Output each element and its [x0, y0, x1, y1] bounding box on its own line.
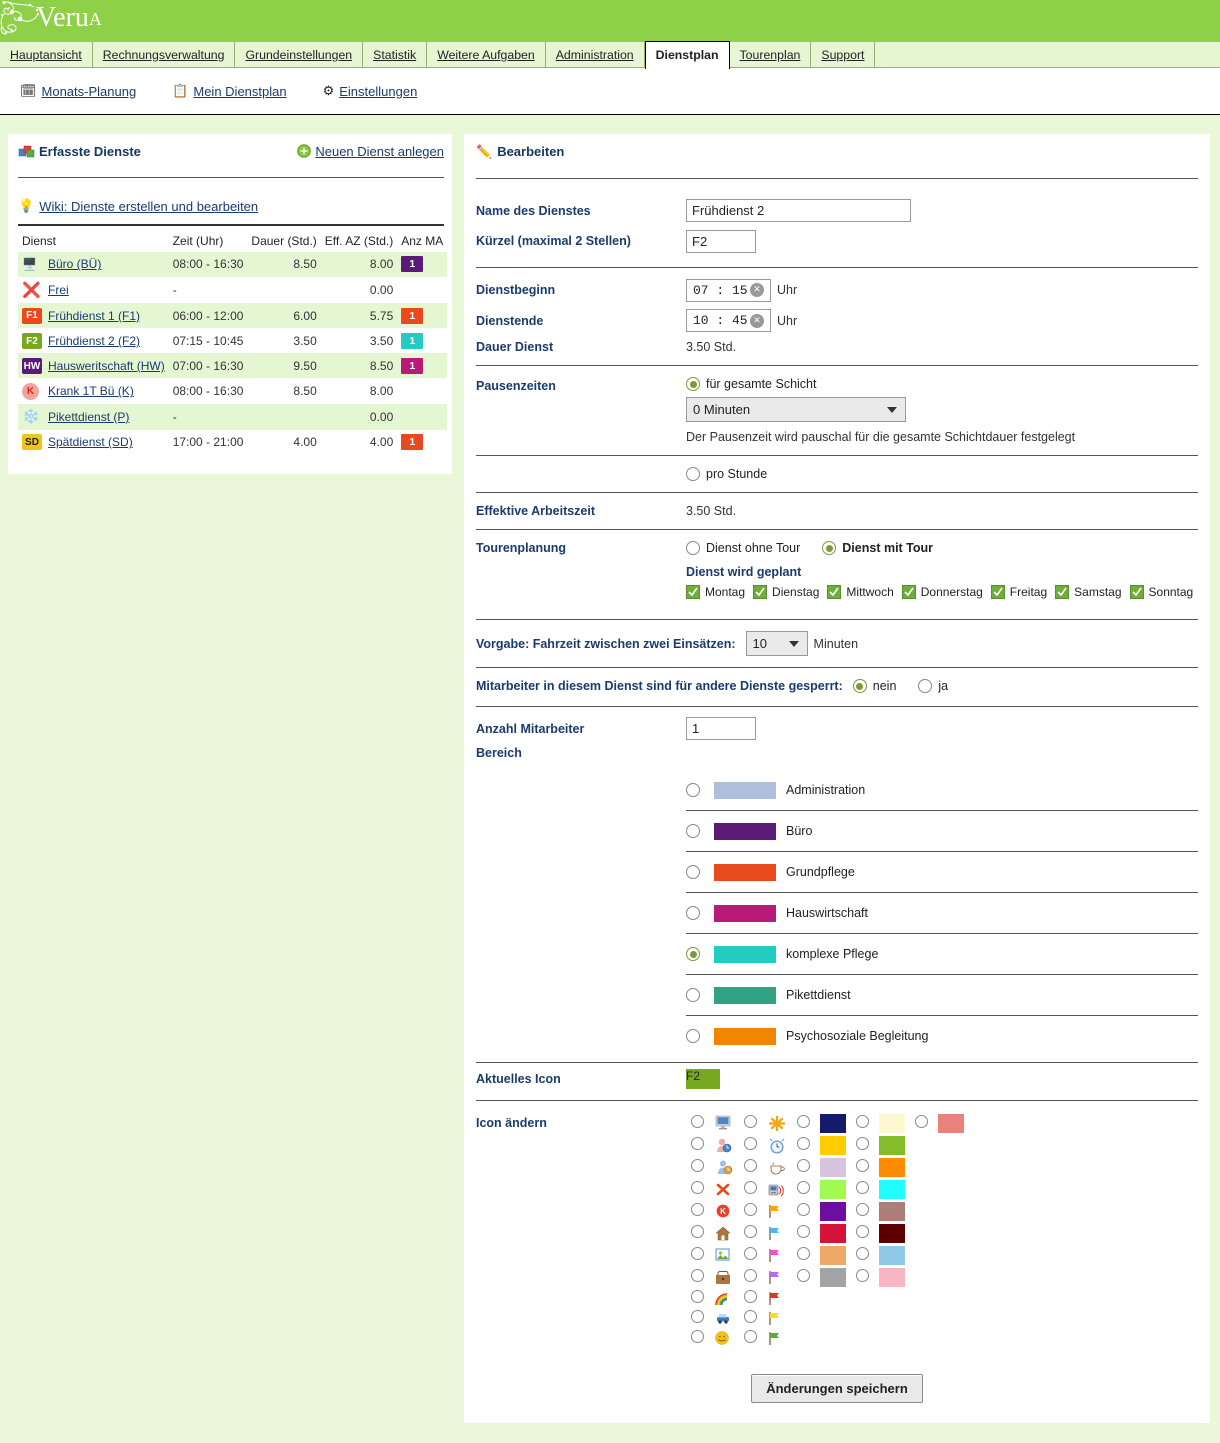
svg-text:K: K [720, 1207, 726, 1216]
